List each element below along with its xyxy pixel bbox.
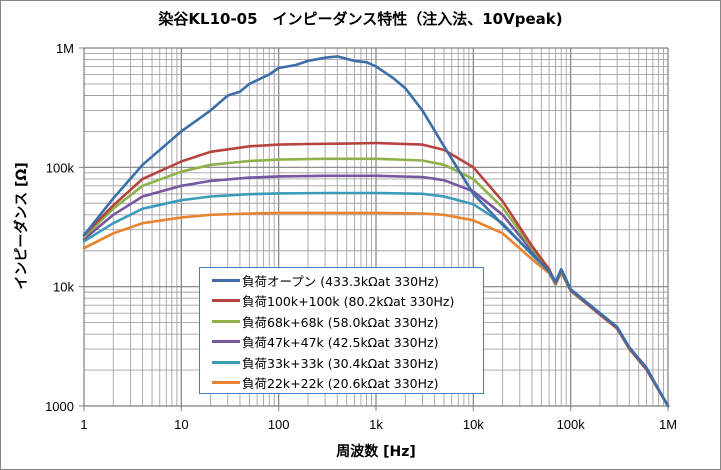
x-tick-labels: 1 10 100 1k 10k 100k 1M (80, 417, 677, 432)
legend-item: 負荷100k+100k (80.2kΩat 330Hz) (212, 291, 483, 312)
legend-item: 負荷オープン (433.3kΩat 330Hz) (212, 270, 483, 291)
legend-item: 負荷47k+47k (42.5kΩat 330Hz) (212, 332, 483, 353)
axes (79, 47, 669, 411)
legend-item: 負荷33k+33k (30.4kΩat 330Hz) (212, 352, 483, 373)
y-tick-label: 1000 (45, 399, 74, 414)
x-tick-label: 1M (659, 417, 677, 432)
legend-swatch (212, 340, 240, 344)
x-tick-label: 100 (268, 417, 290, 432)
legend-label: 負荷オープン (433.3kΩat 330Hz) (242, 273, 439, 289)
x-tick-label: 1k (369, 417, 383, 432)
legend-item: 負荷22k+22k (20.6kΩat 330Hz) (212, 373, 483, 394)
legend-label: 負荷33k+33k (30.4kΩat 330Hz) (242, 355, 439, 371)
y-tick-label: 100k (46, 160, 75, 175)
legend-swatch (212, 319, 240, 323)
x-tick-label: 100k (557, 417, 586, 432)
y-tick-label: 1M (56, 41, 74, 56)
legend-label: 負荷68k+68k (58.0kΩat 330Hz) (242, 314, 439, 330)
legend-label: 負荷100k+100k (80.2kΩat 330Hz) (242, 294, 455, 310)
x-tick-label: 1 (80, 417, 87, 432)
chart-title: 染谷KL10-05 インピーダンス特性（注入法、10Vpeak) (158, 10, 563, 28)
y-tick-labels: 1000 10k 100k 1M (45, 41, 74, 414)
x-tick-label: 10k (463, 417, 484, 432)
series-line-0 (82, 55, 670, 408)
legend: 負荷オープン (433.3kΩat 330Hz) 負荷100k+100k (80.… (199, 267, 484, 394)
legend-label: 負荷22k+22k (20.6kΩat 330Hz) (242, 376, 439, 392)
y-axis-label: インピーダンス [Ω] (13, 162, 30, 289)
legend-swatch (212, 360, 240, 364)
y-tick-label: 10k (53, 280, 74, 295)
legend-swatch (212, 299, 240, 303)
x-axis-label: 周波数 [Hz] (336, 443, 416, 460)
legend-item: 負荷68k+68k (58.0kΩat 330Hz) (212, 311, 483, 332)
x-tick-label: 10 (174, 417, 188, 432)
legend-swatch (212, 381, 240, 385)
legend-swatch (212, 278, 240, 282)
series-lines (82, 55, 670, 408)
legend-label: 負荷47k+47k (42.5kΩat 330Hz) (242, 335, 439, 351)
